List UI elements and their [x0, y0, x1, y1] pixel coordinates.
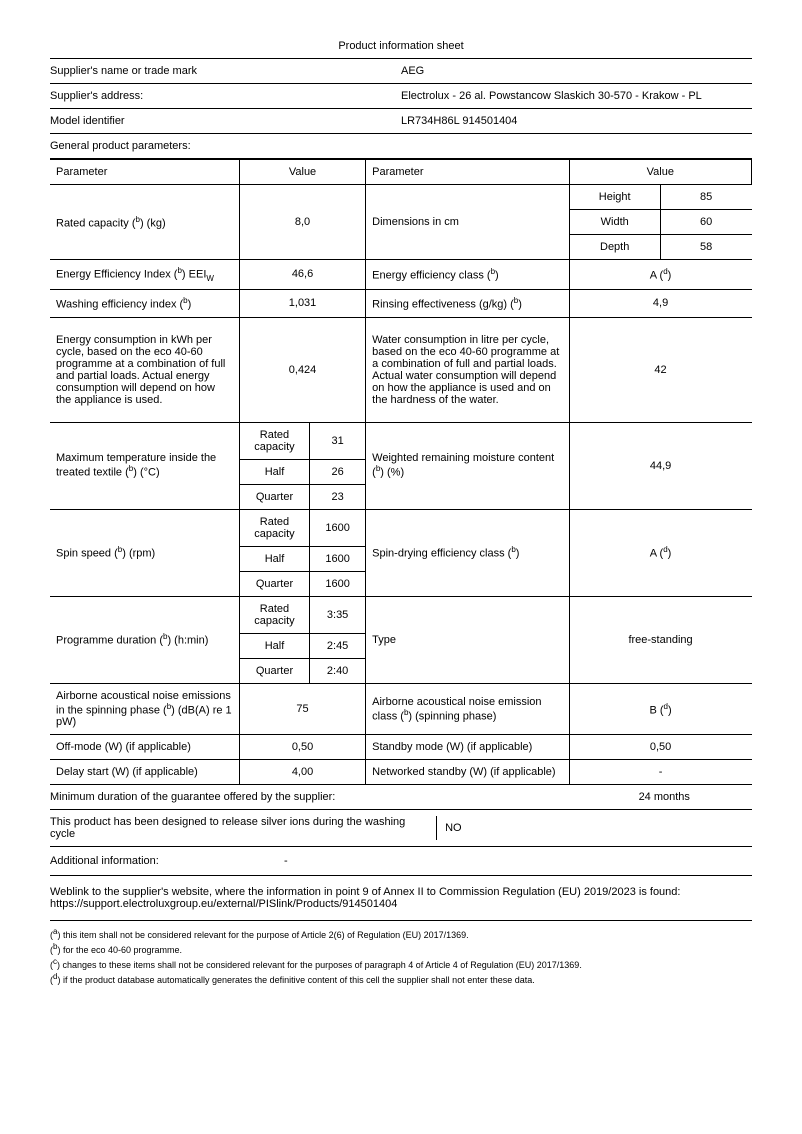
rated-capacity-label: Rated capacity (b) (kg)	[50, 185, 239, 260]
energy-class-value: A (d)	[569, 260, 751, 290]
maxtemp-rated-label: Rated capacity	[239, 422, 309, 459]
dim-depth-value: 58	[660, 235, 751, 260]
silver-row: This product has been designed to releas…	[50, 810, 752, 847]
energy-class-label: Energy efficiency class (b)	[366, 260, 569, 290]
spinclass-label: Spin-drying efficiency class (b)	[366, 509, 569, 596]
standby-label: Standby mode (W) (if applicable)	[366, 735, 569, 760]
maxtemp-quarter-label: Quarter	[239, 484, 309, 509]
water-cons-label: Water consumption in litre per cycle, ba…	[366, 317, 569, 422]
guarantee-label: Minimum duration of the guarantee offere…	[50, 791, 577, 803]
sheet-title: Product information sheet	[50, 40, 752, 59]
footnotes: (a) this item shall not be considered re…	[50, 920, 752, 985]
noiseclass-label: Airborne acoustical noise emission class…	[366, 683, 569, 735]
dim-height-value: 85	[660, 185, 751, 210]
moisture-label: Weighted remaining moisture content (b) …	[366, 422, 569, 509]
spin-quarter-label: Quarter	[239, 571, 309, 596]
energy-cons-label: Energy consumption in kWh per cycle, bas…	[50, 317, 239, 422]
rated-capacity-value: 8,0	[239, 185, 365, 260]
hdr-value-1: Value	[239, 160, 365, 185]
maxtemp-half-label: Half	[239, 459, 309, 484]
spin-rated-label: Rated capacity	[239, 509, 309, 546]
offmode-value: 0,50	[239, 735, 365, 760]
eei-label: Energy Efficiency Index (b) EEIW	[50, 260, 239, 290]
additional-info-row: Additional information: -	[50, 847, 752, 876]
type-value: free-standing	[569, 596, 751, 683]
supplier-name-label: Supplier's name or trade mark	[50, 65, 401, 77]
spin-half-value: 1600	[310, 546, 366, 571]
delay-label: Delay start (W) (if applicable)	[50, 760, 239, 785]
type-label: Type	[366, 596, 569, 683]
silver-value: NO	[436, 816, 462, 840]
supplier-addr-label: Supplier's address:	[50, 90, 401, 102]
dim-height-label: Height	[569, 185, 660, 210]
spinclass-value: A (d)	[569, 509, 751, 596]
maxtemp-label: Maximum temperature inside the treated t…	[50, 422, 239, 509]
progdur-rated-value: 3:35	[310, 596, 366, 633]
eei-value: 46,6	[239, 260, 365, 290]
additional-info-label: Additional information:	[50, 855, 284, 867]
moisture-value: 44,9	[569, 422, 751, 509]
dimensions-label: Dimensions in cm	[366, 185, 569, 260]
progdur-half-label: Half	[239, 633, 309, 658]
weblink-text: Weblink to the supplier's website, where…	[50, 876, 752, 916]
progdur-label: Programme duration (b) (h:min)	[50, 596, 239, 683]
washing-eff-label: Washing efficiency index (b)	[50, 289, 239, 317]
netstandby-value: -	[569, 760, 751, 785]
standby-value: 0,50	[569, 735, 751, 760]
offmode-label: Off-mode (W) (if applicable)	[50, 735, 239, 760]
progdur-quarter-value: 2:40	[310, 658, 366, 683]
spin-quarter-value: 1600	[310, 571, 366, 596]
progdur-rated-label: Rated capacity	[239, 596, 309, 633]
hdr-value-2: Value	[569, 160, 751, 185]
netstandby-label: Networked standby (W) (if applicable)	[366, 760, 569, 785]
maxtemp-quarter-value: 23	[310, 484, 366, 509]
water-cons-value: 42	[569, 317, 751, 422]
washing-eff-value: 1,031	[239, 289, 365, 317]
noise-label: Airborne acoustical noise emissions in t…	[50, 683, 239, 735]
guarantee-row: Minimum duration of the guarantee offere…	[50, 785, 752, 810]
maxtemp-half-value: 26	[310, 459, 366, 484]
delay-value: 4,00	[239, 760, 365, 785]
supplier-name-row: Supplier's name or trade mark AEG	[50, 59, 752, 84]
progdur-half-value: 2:45	[310, 633, 366, 658]
rinsing-label: Rinsing effectiveness (g/kg) (b)	[366, 289, 569, 317]
model-id-label: Model identifier	[50, 115, 401, 127]
parameters-table: Parameter Value Parameter Value Rated ca…	[50, 159, 752, 785]
footnote-a: (a) this item shall not be considered re…	[50, 927, 752, 940]
additional-info-value: -	[284, 855, 752, 867]
hdr-param-2: Parameter	[366, 160, 569, 185]
dim-width-value: 60	[660, 210, 751, 235]
footnote-c: (c) changes to these items shall not be …	[50, 957, 752, 970]
supplier-addr-value: Electrolux - 26 al. Powstancow Slaskich …	[401, 90, 752, 102]
energy-cons-value: 0,424	[239, 317, 365, 422]
hdr-param-1: Parameter	[50, 160, 239, 185]
spin-half-label: Half	[239, 546, 309, 571]
noise-value: 75	[239, 683, 365, 735]
footnote-b: (b) for the eco 40-60 programme.	[50, 942, 752, 955]
general-params-heading: General product parameters:	[50, 134, 752, 159]
guarantee-value: 24 months	[577, 791, 753, 803]
spin-rated-value: 1600	[310, 509, 366, 546]
silver-label: This product has been designed to releas…	[50, 816, 436, 840]
maxtemp-rated-value: 31	[310, 422, 366, 459]
model-id-row: Model identifier LR734H86L 914501404	[50, 109, 752, 134]
dim-depth-label: Depth	[569, 235, 660, 260]
dim-width-label: Width	[569, 210, 660, 235]
spin-label: Spin speed (b) (rpm)	[50, 509, 239, 596]
noiseclass-value: B (d)	[569, 683, 751, 735]
rinsing-value: 4,9	[569, 289, 751, 317]
supplier-addr-row: Supplier's address: Electrolux - 26 al. …	[50, 84, 752, 109]
model-id-value: LR734H86L 914501404	[401, 115, 752, 127]
supplier-name-value: AEG	[401, 65, 752, 77]
progdur-quarter-label: Quarter	[239, 658, 309, 683]
footnote-d: (d) if the product database automaticall…	[50, 972, 752, 985]
